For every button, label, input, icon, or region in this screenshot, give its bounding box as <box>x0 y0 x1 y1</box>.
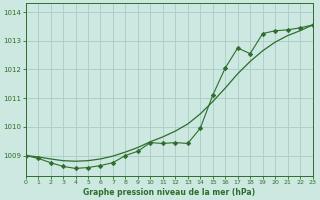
X-axis label: Graphe pression niveau de la mer (hPa): Graphe pression niveau de la mer (hPa) <box>83 188 255 197</box>
